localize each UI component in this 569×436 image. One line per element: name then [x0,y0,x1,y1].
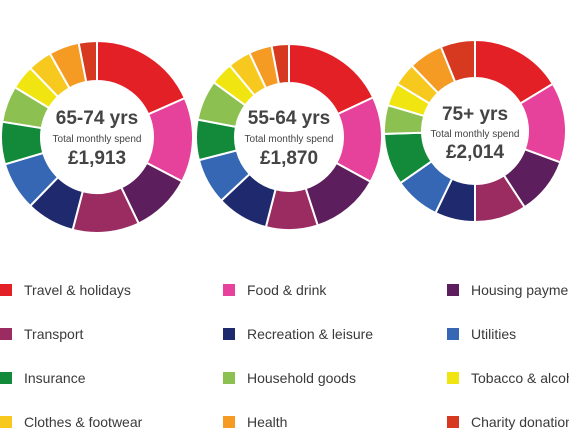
chart-subtitle: Total monthly spend [431,129,520,140]
chart-title: 75+ yrs [442,104,508,125]
legend-label: Housing payments [471,282,569,298]
legend-label: Health [247,414,288,430]
legend-label: Food & drink [247,282,327,298]
donut-slice-charity-donations [439,38,476,84]
donut-chart-65-74: 65-74 yrs Total monthly spend £1,913 [0,39,194,234]
legend-item-charity: Charity donations [447,410,569,434]
legend-label: Tobacco & alcohol [471,370,569,386]
legend-label: Household goods [247,370,356,386]
donut-slice-charity-donations [77,39,98,84]
legend-label: Charity donations [471,414,569,430]
chart-total: £1,913 [68,148,126,169]
legend-item-insurance: Insurance [0,366,85,390]
legend-label: Clothes & footwear [24,414,143,430]
legend-item-transport: Transport [0,322,83,346]
legend-item-health: Health [223,410,287,434]
donut-slice-charity-donations [270,42,290,86]
legend-item-housing: Housing payments [447,278,569,302]
chart-subtitle: Total monthly spend [53,134,142,145]
legend-swatch [0,372,12,384]
legend-label: Insurance [24,370,86,386]
legend-swatch [0,284,12,296]
legend-swatch [0,328,12,340]
legend-swatch [0,416,12,428]
legend: Travel & holidays Food & drink Housing p… [0,276,569,436]
legend-item-recreation: Recreation & leisure [223,322,373,346]
legend-swatch [447,284,459,296]
legend-item-utilities: Utilities [447,322,516,346]
legend-item-food: Food & drink [223,278,326,302]
chart-subtitle: Total monthly spend [245,134,334,145]
legend-item-tobacco: Tobacco & alcohol [447,366,569,390]
legend-swatch [223,284,235,296]
legend-label: Travel & holidays [24,282,131,298]
legend-swatch [223,372,235,384]
legend-item-clothes: Clothes & footwear [0,410,142,434]
legend-label: Utilities [471,326,517,342]
legend-swatch [447,372,459,384]
chart-title: 55-64 yrs [248,108,330,129]
donut-chart-55-64: 55-64 yrs Total monthly spend £1,870 [195,42,383,231]
legend-label: Transport [24,326,84,342]
chart-total: £2,014 [446,142,505,163]
donut-charts: 65-74 yrs Total monthly spend £1,913 55-… [0,38,567,234]
legend-item-travel: Travel & holidays [0,278,131,302]
legend-swatch [223,328,235,340]
legend-item-household: Household goods [223,366,356,390]
donut-chart-75-plus: 75+ yrs Total monthly spend £2,014 [383,38,567,224]
chart-total: £1,870 [260,148,318,169]
chart-title: 65-74 yrs [56,108,138,129]
legend-swatch [447,416,459,428]
legend-swatch [223,416,235,428]
legend-label: Recreation & leisure [247,326,374,342]
legend-swatch [447,328,459,340]
